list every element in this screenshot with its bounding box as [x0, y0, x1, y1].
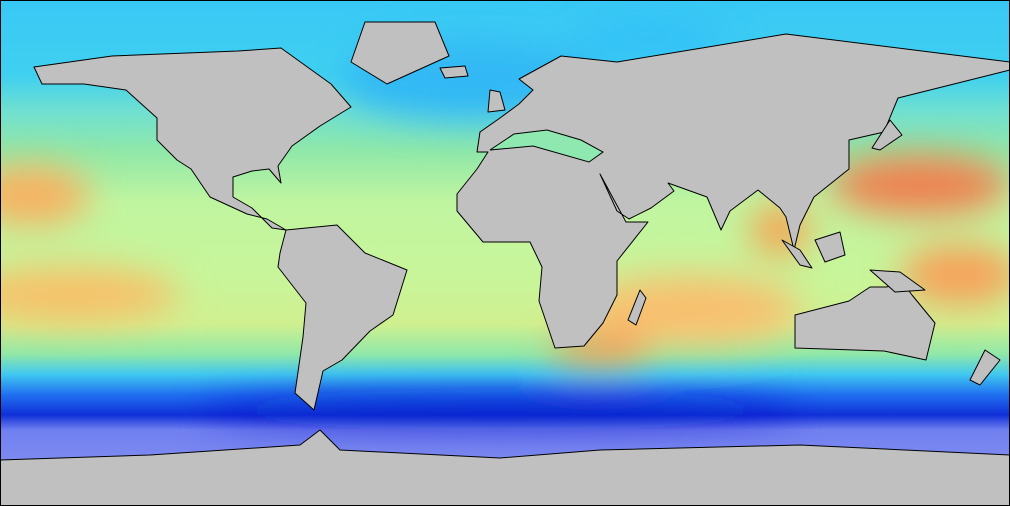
iceland [439, 65, 469, 79]
japan [871, 119, 903, 151]
north-america [33, 47, 352, 231]
madagascar [627, 289, 647, 326]
land [0, 21, 1010, 506]
eurasia-africa [456, 33, 1010, 349]
uk [487, 89, 506, 113]
sumatra [781, 239, 813, 269]
greenland [350, 21, 450, 85]
borneo [814, 231, 846, 263]
antarctica [0, 429, 1010, 506]
australia [794, 283, 936, 361]
new-zealand [969, 349, 1001, 386]
south-america [277, 224, 408, 411]
mediterranean [489, 129, 604, 163]
new-guinea [869, 269, 926, 293]
